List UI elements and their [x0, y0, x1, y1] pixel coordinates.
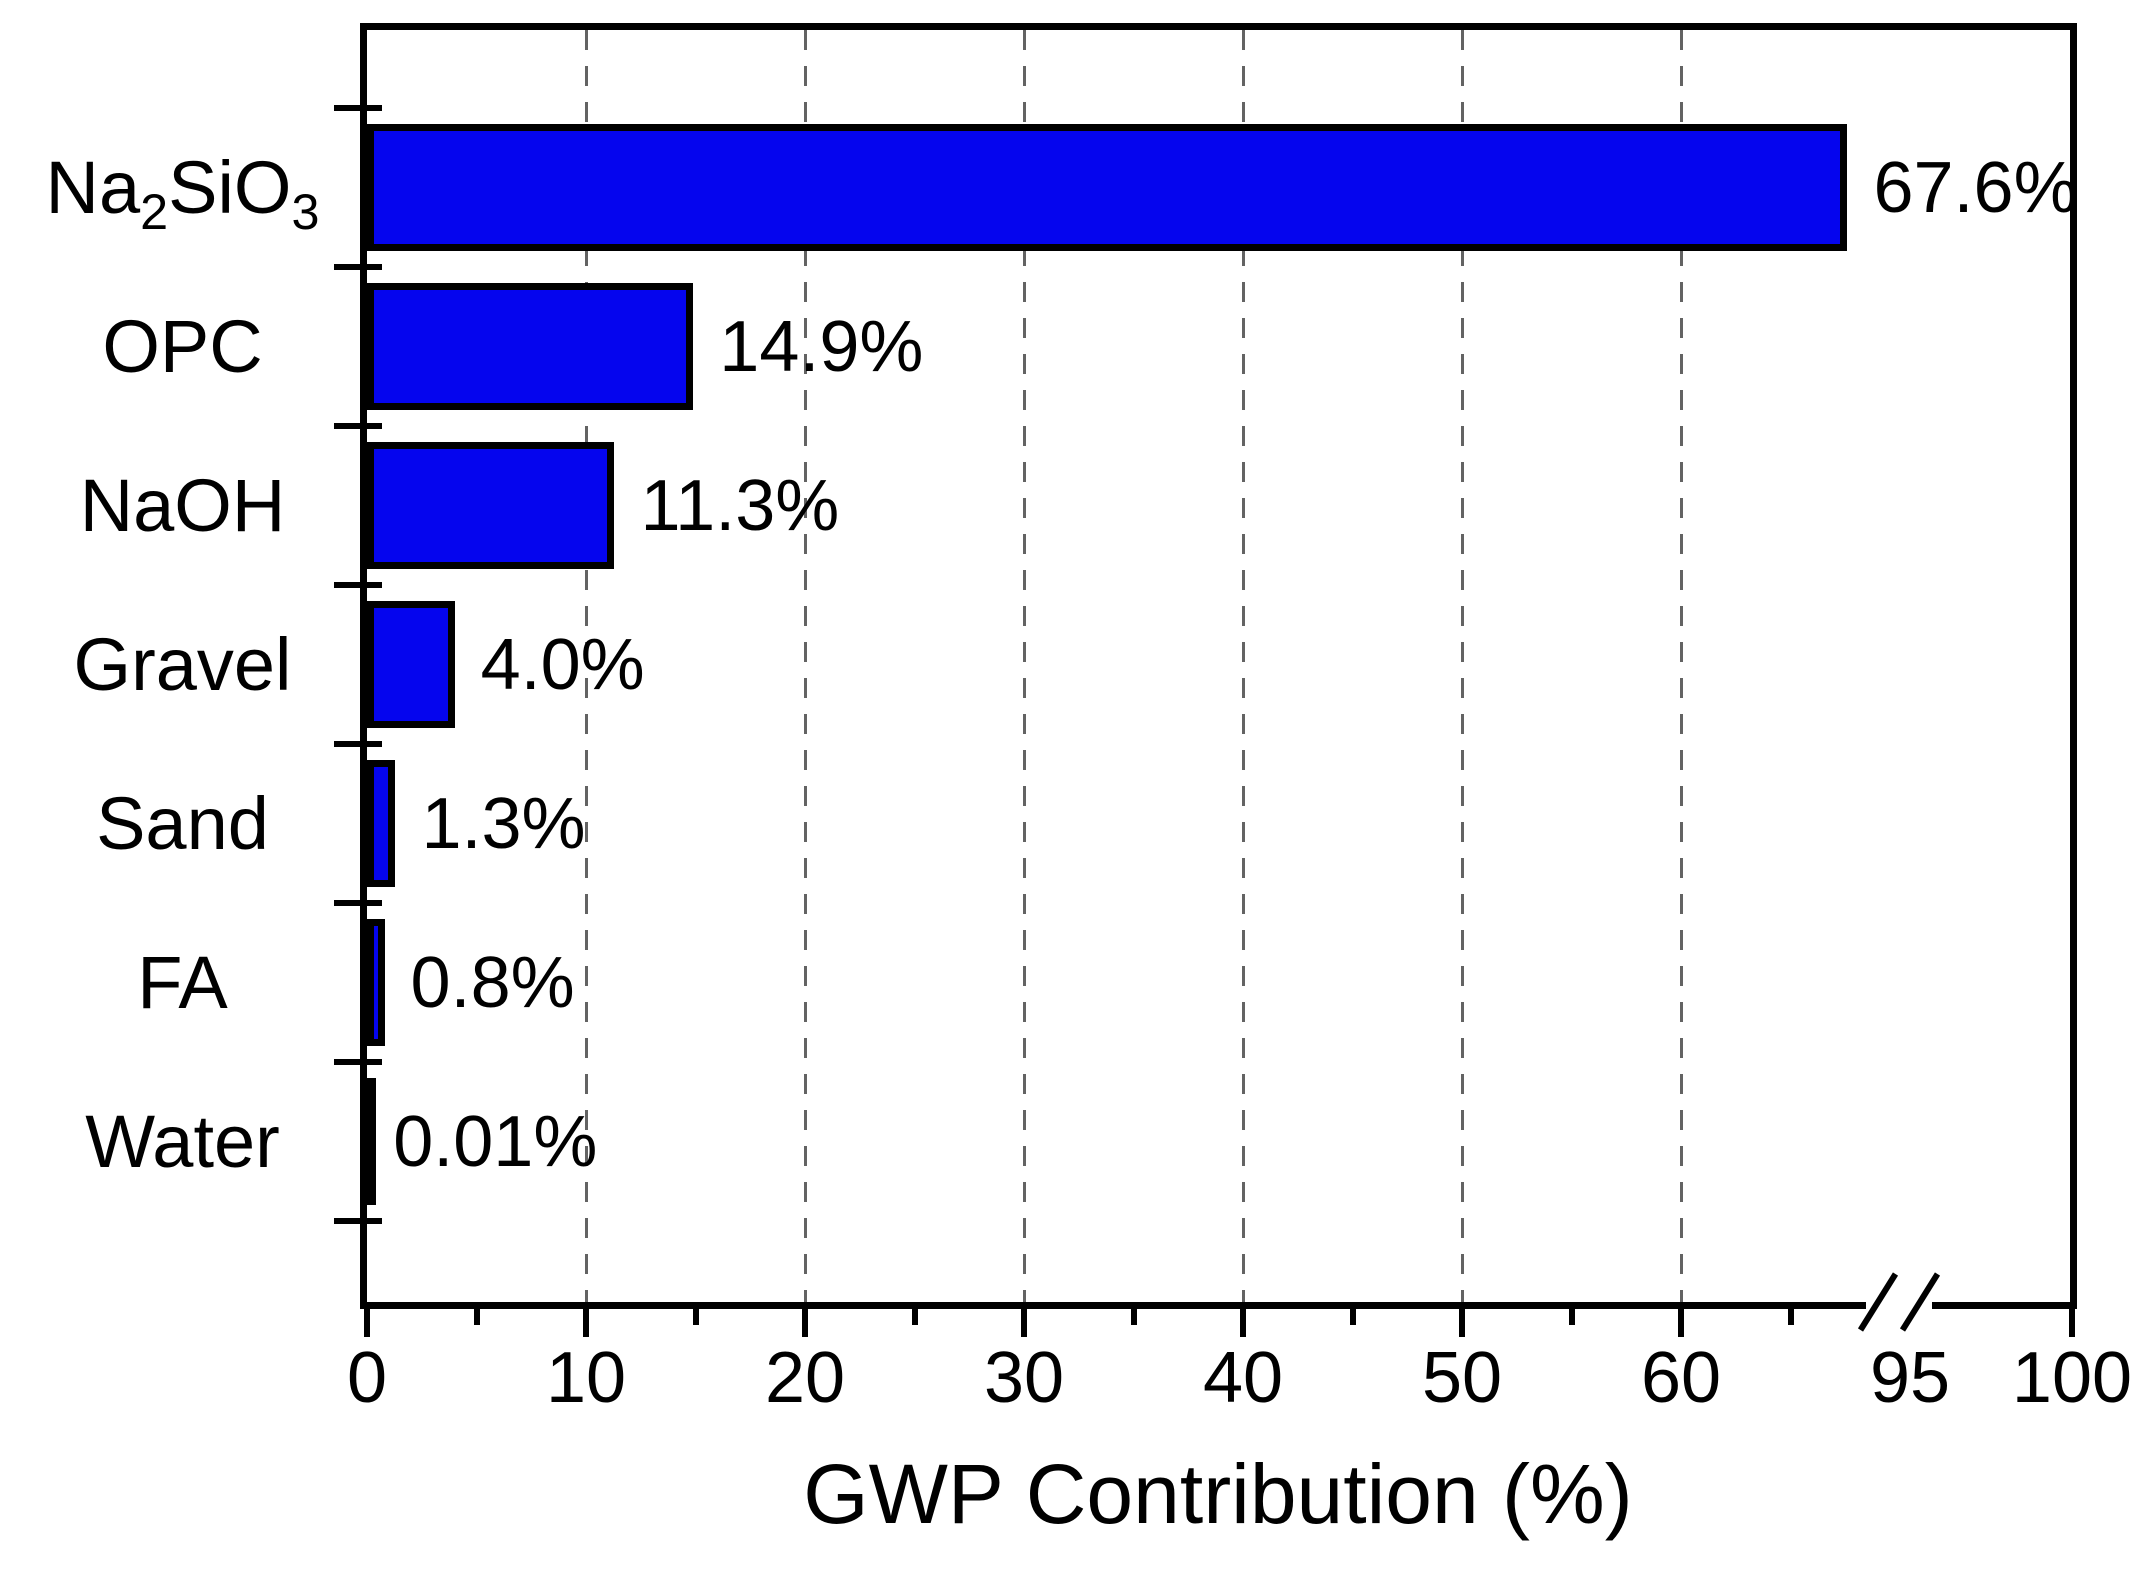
- label-text: NaOH: [79, 463, 286, 547]
- label-text: Na: [45, 145, 141, 229]
- bar: [367, 283, 694, 410]
- x-axis-tick-label: 50: [1421, 1338, 1503, 1418]
- x-axis-major-tick: [2069, 1309, 2075, 1337]
- bar: [367, 442, 615, 569]
- bar-value-label: 4.0%: [480, 624, 645, 705]
- bar-value-label: 67.6%: [1873, 147, 2078, 228]
- bar: [367, 760, 396, 887]
- axis-break-gap: [1866, 1301, 1932, 1311]
- subscript-text: 3: [291, 182, 320, 240]
- y-axis-tick: [334, 900, 382, 906]
- x-axis-tick-label: 100: [2011, 1338, 2133, 1418]
- label-text: Water: [85, 1099, 280, 1183]
- category-label: Gravel: [5, 619, 360, 711]
- x-axis-minor-tick: [1130, 1309, 1137, 1325]
- x-axis-tick-label: 0: [346, 1338, 388, 1418]
- x-axis-minor-tick: [692, 1309, 699, 1325]
- label-text: SiO: [168, 145, 292, 229]
- x-axis-title: GWP Contribution (%): [803, 1447, 1633, 1541]
- y-axis-tick: [334, 741, 382, 747]
- bar-value-label: 0.01%: [393, 1101, 598, 1182]
- bar-value-label: 0.8%: [410, 942, 575, 1023]
- y-axis-tick: [334, 1059, 382, 1065]
- x-axis-major-tick: [1021, 1309, 1027, 1337]
- category-label: NaOH: [5, 460, 360, 552]
- gridline: [1241, 30, 1245, 1302]
- category-label: Sand: [5, 778, 360, 870]
- gridline: [1460, 30, 1464, 1302]
- x-axis-minor-tick: [1787, 1309, 1794, 1325]
- x-axis-major-tick: [802, 1309, 808, 1337]
- x-axis-minor-tick: [1568, 1309, 1575, 1325]
- y-axis-tick: [334, 582, 382, 588]
- category-label: Na2SiO3: [5, 142, 360, 240]
- x-axis-tick-label: 95: [1869, 1338, 1951, 1418]
- subscript-text: 2: [140, 182, 169, 240]
- label-text: OPC: [102, 304, 263, 388]
- x-axis-major-tick: [583, 1309, 589, 1337]
- gridline: [584, 30, 588, 1302]
- x-axis-major-tick: [1459, 1309, 1465, 1337]
- plot-area: 67.6% 14.9% 11.3% 4.0% 1.3% 0.8% 0.01%: [360, 23, 2078, 1309]
- x-axis-minor-tick: [1349, 1309, 1356, 1325]
- label-text: Sand: [96, 781, 269, 865]
- y-axis-tick: [334, 423, 382, 429]
- y-axis-tick: [334, 1218, 382, 1224]
- category-label: FA: [5, 937, 360, 1029]
- bar-value-label: 11.3%: [640, 465, 840, 546]
- bar: [367, 919, 385, 1046]
- bar-value-label: 1.3%: [421, 783, 586, 864]
- gridline: [1022, 30, 1026, 1302]
- x-axis-minor-tick: [473, 1309, 480, 1325]
- x-axis-tick-label: 30: [983, 1338, 1065, 1418]
- y-axis-tick: [334, 105, 382, 111]
- gridline: [803, 30, 807, 1302]
- label-text: FA: [137, 940, 228, 1024]
- y-axis-tick: [334, 264, 382, 270]
- category-label: Water: [5, 1096, 360, 1188]
- x-axis-major-tick: [364, 1309, 370, 1337]
- category-label: OPC: [5, 301, 360, 393]
- x-axis-major-tick: [1678, 1309, 1684, 1337]
- x-axis-tick-label: 10: [545, 1338, 627, 1418]
- x-axis-minor-tick: [911, 1309, 918, 1325]
- label-text: Gravel: [73, 622, 292, 706]
- bar: [367, 124, 1848, 251]
- x-axis-tick-label: 20: [764, 1338, 846, 1418]
- x-axis-tick-label: 40: [1202, 1338, 1284, 1418]
- x-axis-major-tick: [1240, 1309, 1246, 1337]
- bar: [367, 601, 455, 728]
- x-axis-tick-label: 60: [1640, 1338, 1722, 1418]
- bar: [367, 1078, 376, 1205]
- bar-value-label: 14.9%: [719, 306, 924, 387]
- gridline: [1679, 30, 1683, 1302]
